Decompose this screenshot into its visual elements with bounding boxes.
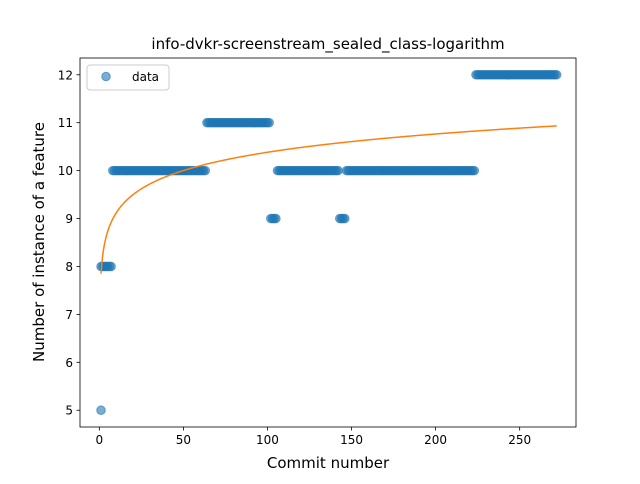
y-tick-label: 9 xyxy=(65,212,73,226)
data-point xyxy=(469,165,480,176)
legend: data xyxy=(86,64,170,91)
y-tick-label: 5 xyxy=(65,404,73,418)
fit-line xyxy=(100,125,557,274)
y-tick-label: 10 xyxy=(58,164,73,178)
data-point xyxy=(200,165,211,176)
data-point xyxy=(271,213,281,224)
x-tick-label: 150 xyxy=(340,433,363,447)
legend-label: data xyxy=(132,70,159,84)
y-tick-label: 11 xyxy=(58,116,73,130)
y-tick-label: 7 xyxy=(65,308,73,322)
x-tick-label: 200 xyxy=(424,433,447,447)
legend-marker xyxy=(101,71,111,82)
y-tick-label: 6 xyxy=(65,356,73,370)
x-tick-label: 250 xyxy=(508,433,531,447)
data-point xyxy=(551,69,562,80)
y-tick-label: 12 xyxy=(58,68,73,82)
x-tick-label: 0 xyxy=(96,433,104,447)
axes-frame xyxy=(79,57,577,428)
data-point xyxy=(96,405,106,416)
legend-box xyxy=(86,64,170,91)
data-point xyxy=(333,165,343,176)
plot-area: 0 50 100 150 200 250 5 6 7 8 9 10 11 12 xyxy=(58,57,577,447)
x-tick-label: 50 xyxy=(176,433,191,447)
data-point xyxy=(340,213,350,224)
y-tick-label: 8 xyxy=(65,260,73,274)
x-axis-label: Commit number xyxy=(267,454,390,472)
chart-title: info-dvkr-screenstream_sealed_class-loga… xyxy=(151,35,504,54)
x-tick-label: 100 xyxy=(256,433,279,447)
data-point xyxy=(106,261,116,272)
y-axis-label: Number of instance of a feature xyxy=(30,122,48,362)
data-point xyxy=(264,117,274,128)
